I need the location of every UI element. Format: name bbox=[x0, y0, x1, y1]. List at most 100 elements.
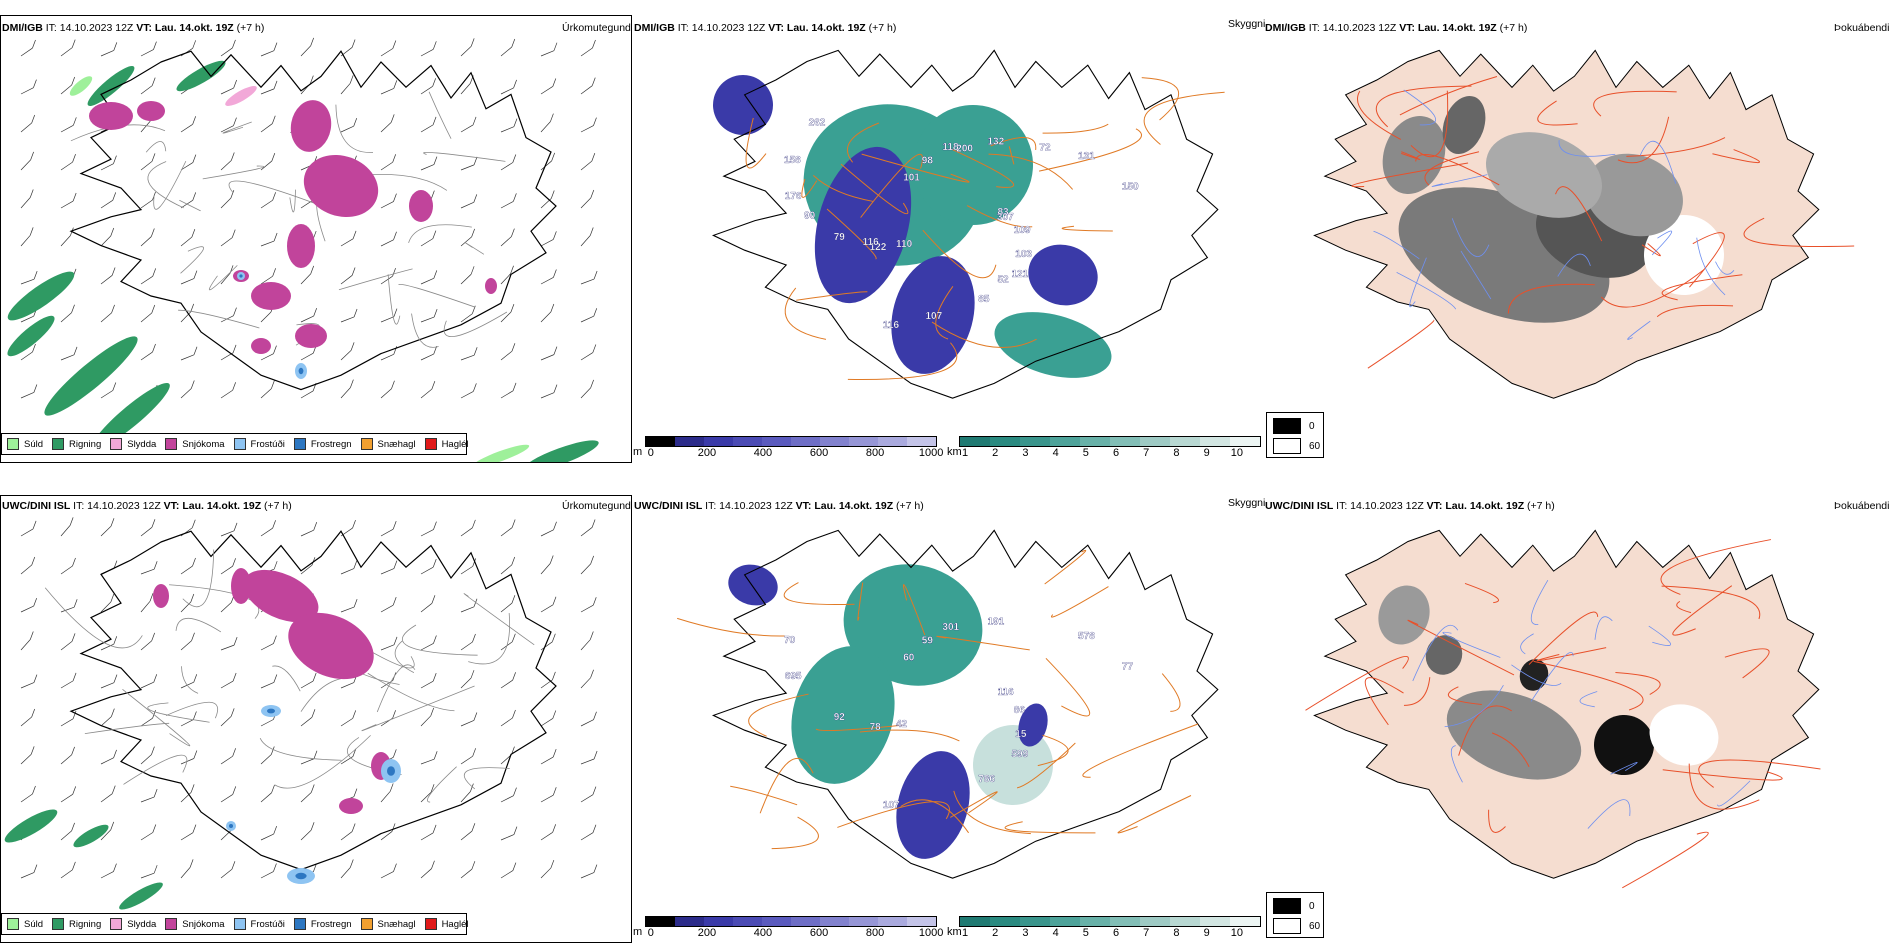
wind-barb-flag bbox=[390, 114, 395, 123]
wind-barb-flag bbox=[393, 863, 397, 872]
road-line bbox=[1600, 269, 1705, 308]
wind-barb bbox=[140, 49, 154, 57]
wind-barb bbox=[380, 791, 391, 803]
wind-barb bbox=[60, 200, 74, 209]
panel-title-precip-bottom: Úrkomutegund bbox=[562, 500, 631, 512]
road-line bbox=[147, 161, 184, 209]
wind-barb-flag bbox=[273, 863, 277, 872]
init-time: IT: 14.10.2023 12Z bbox=[677, 22, 766, 34]
wind-barb-flag bbox=[193, 674, 198, 683]
fog-index-area bbox=[1485, 132, 1603, 218]
wind-barb bbox=[220, 160, 232, 171]
wind-barb bbox=[420, 680, 434, 689]
wind-barb-flag bbox=[392, 749, 397, 758]
wind-barb bbox=[180, 388, 192, 399]
wind-barb bbox=[100, 235, 112, 247]
wind-barb bbox=[420, 124, 434, 133]
river-line bbox=[1627, 320, 1651, 340]
road-line bbox=[428, 91, 452, 139]
wind-barb-flag bbox=[271, 152, 276, 162]
wind-barb-flag bbox=[433, 521, 437, 530]
wind-barb bbox=[420, 86, 433, 95]
road-line bbox=[860, 153, 923, 218]
road-line bbox=[801, 178, 818, 198]
wind-barb bbox=[60, 161, 73, 171]
wind-barb bbox=[220, 197, 232, 209]
wind-barb bbox=[220, 644, 235, 651]
wind-barb bbox=[420, 388, 433, 399]
wind-barb-flag bbox=[310, 784, 315, 793]
colorbar-cell bbox=[1050, 917, 1080, 926]
road-line bbox=[122, 689, 191, 747]
wind-barb-flag bbox=[433, 751, 438, 760]
wind-barb bbox=[580, 639, 591, 651]
wind-barb-flag bbox=[432, 116, 437, 126]
road-line bbox=[145, 141, 167, 153]
colorbar-cell bbox=[820, 917, 849, 926]
wind-barb bbox=[60, 125, 74, 133]
road-line bbox=[228, 180, 317, 205]
wind-barb-flag bbox=[273, 674, 278, 683]
wind-barb bbox=[580, 563, 591, 575]
wind-barb-flag bbox=[111, 267, 116, 276]
wind-barb bbox=[580, 85, 593, 95]
road-line bbox=[387, 274, 401, 325]
legend-item: Haglél bbox=[424, 438, 469, 450]
road-line bbox=[463, 767, 510, 790]
wind-barb bbox=[180, 162, 194, 171]
legend-item: Snjókoma bbox=[165, 918, 225, 930]
wind-barb-flag bbox=[552, 787, 557, 796]
cloud-base-label: 200 bbox=[956, 144, 973, 155]
wind-barb-flag bbox=[432, 78, 437, 87]
wind-barb-flag bbox=[510, 303, 515, 313]
road-line bbox=[900, 799, 970, 834]
river-line bbox=[1412, 624, 1459, 682]
road-line bbox=[1016, 742, 1076, 789]
cloud-base-label: 52 bbox=[998, 275, 1010, 286]
wind-barb-flag bbox=[472, 558, 477, 567]
wind-barb bbox=[540, 311, 552, 323]
wind-barb bbox=[340, 606, 355, 613]
wind-barb bbox=[340, 316, 355, 323]
colorbar-unit: km bbox=[947, 926, 962, 938]
wind-barb-flag bbox=[110, 821, 115, 831]
wind-barb-flag bbox=[593, 864, 598, 873]
legend-swatch bbox=[424, 918, 437, 930]
wind-barb-flag bbox=[233, 522, 238, 531]
wind-barb-flag bbox=[73, 346, 78, 355]
wind-barb bbox=[540, 794, 554, 803]
wind-barb-flag bbox=[231, 861, 236, 870]
road-line bbox=[931, 321, 1037, 349]
wind-barb-flag bbox=[151, 519, 156, 528]
wind-barb-flag bbox=[590, 555, 595, 565]
model-name: UWC/DINI ISL bbox=[1265, 500, 1334, 512]
wind-barb bbox=[100, 757, 114, 765]
cloud-base-label: 121 bbox=[1012, 269, 1029, 280]
colorbar-cell bbox=[1170, 917, 1200, 926]
wind-barb bbox=[500, 754, 512, 765]
precip-map-bottom bbox=[4, 517, 598, 910]
wind-barb-flag bbox=[432, 230, 437, 239]
road-line bbox=[1141, 77, 1180, 121]
wind-barb bbox=[260, 833, 274, 841]
wind-barb bbox=[260, 160, 273, 171]
wind-barb bbox=[180, 124, 193, 133]
legend-label: Frostúði bbox=[250, 438, 285, 450]
wind-barb-flag bbox=[512, 633, 516, 642]
wind-barb bbox=[420, 758, 435, 765]
wind-barb bbox=[420, 566, 434, 575]
wind-barb bbox=[220, 565, 233, 575]
wind-barb-flag bbox=[351, 39, 356, 48]
wind-barb bbox=[300, 200, 313, 209]
colorbar-tick-label: 600 bbox=[809, 927, 829, 939]
colorbar-cell bbox=[1110, 917, 1140, 926]
wind-barb-flag bbox=[433, 635, 437, 644]
coastline bbox=[69, 50, 557, 391]
drizzle-area bbox=[472, 444, 530, 462]
wind-barb bbox=[140, 681, 154, 689]
wind-barb bbox=[460, 236, 472, 247]
fog-legend-row: 0 bbox=[1273, 418, 1315, 434]
wind-barb-flag bbox=[472, 633, 476, 643]
wind-barb-flag bbox=[190, 593, 195, 603]
wind-barb bbox=[260, 311, 272, 323]
